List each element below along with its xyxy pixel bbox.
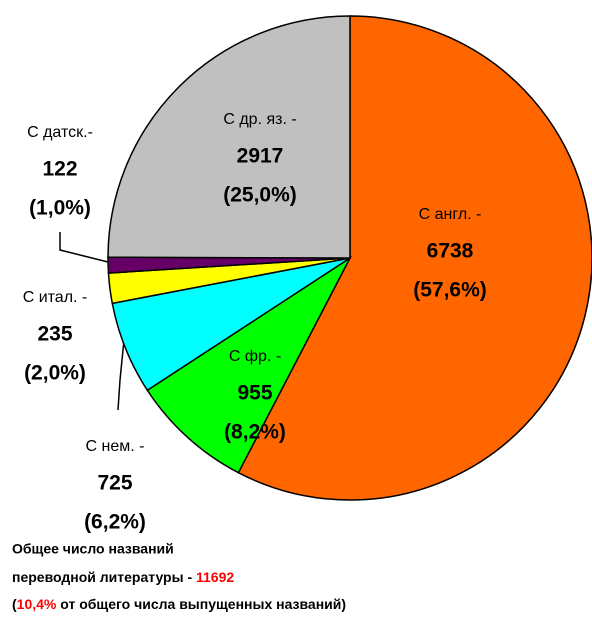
pie-slice bbox=[107, 15, 351, 259]
slice-name: С др. яз. - bbox=[223, 111, 296, 128]
note-share: 10,4% bbox=[17, 596, 57, 612]
slice-percent: (57,6%) bbox=[413, 279, 487, 302]
slice-name: С англ. - bbox=[419, 206, 482, 223]
slice-value: 122 bbox=[42, 158, 77, 181]
note-text: от общего числа выпущенных названий) bbox=[60, 596, 346, 612]
note-line: (10,4% от общего числа выпущенных назван… bbox=[12, 596, 346, 612]
slice-name: С датск.- bbox=[27, 124, 93, 141]
note-line: переводной литературы - 11692 bbox=[12, 569, 234, 585]
note-text: переводной литературы - bbox=[12, 569, 192, 585]
slice-value: 2917 bbox=[237, 145, 284, 168]
slice-percent: (25,0%) bbox=[223, 184, 297, 207]
slice-percent: (1,0%) bbox=[29, 197, 91, 220]
slice-name: С нем. - bbox=[86, 438, 145, 455]
note-text: ( bbox=[12, 596, 17, 612]
note-total: 11692 bbox=[196, 569, 234, 585]
slice-value: 6738 bbox=[427, 240, 474, 263]
slice-value: 235 bbox=[37, 323, 72, 346]
slice-name: С итал. - bbox=[23, 289, 88, 306]
pie-slice bbox=[146, 255, 352, 474]
note-line: Общее число названий bbox=[12, 541, 174, 557]
slice-percent: (2,0%) bbox=[24, 362, 86, 385]
leader-line bbox=[59, 232, 109, 263]
slice-percent: (6,2%) bbox=[84, 511, 146, 534]
pie-slice bbox=[237, 15, 592, 501]
slice-value: 955 bbox=[237, 382, 272, 405]
slice-percent: (8,2%) bbox=[224, 421, 286, 444]
slice-value: 725 bbox=[97, 472, 132, 495]
slice-name: С фр. - bbox=[229, 348, 281, 365]
